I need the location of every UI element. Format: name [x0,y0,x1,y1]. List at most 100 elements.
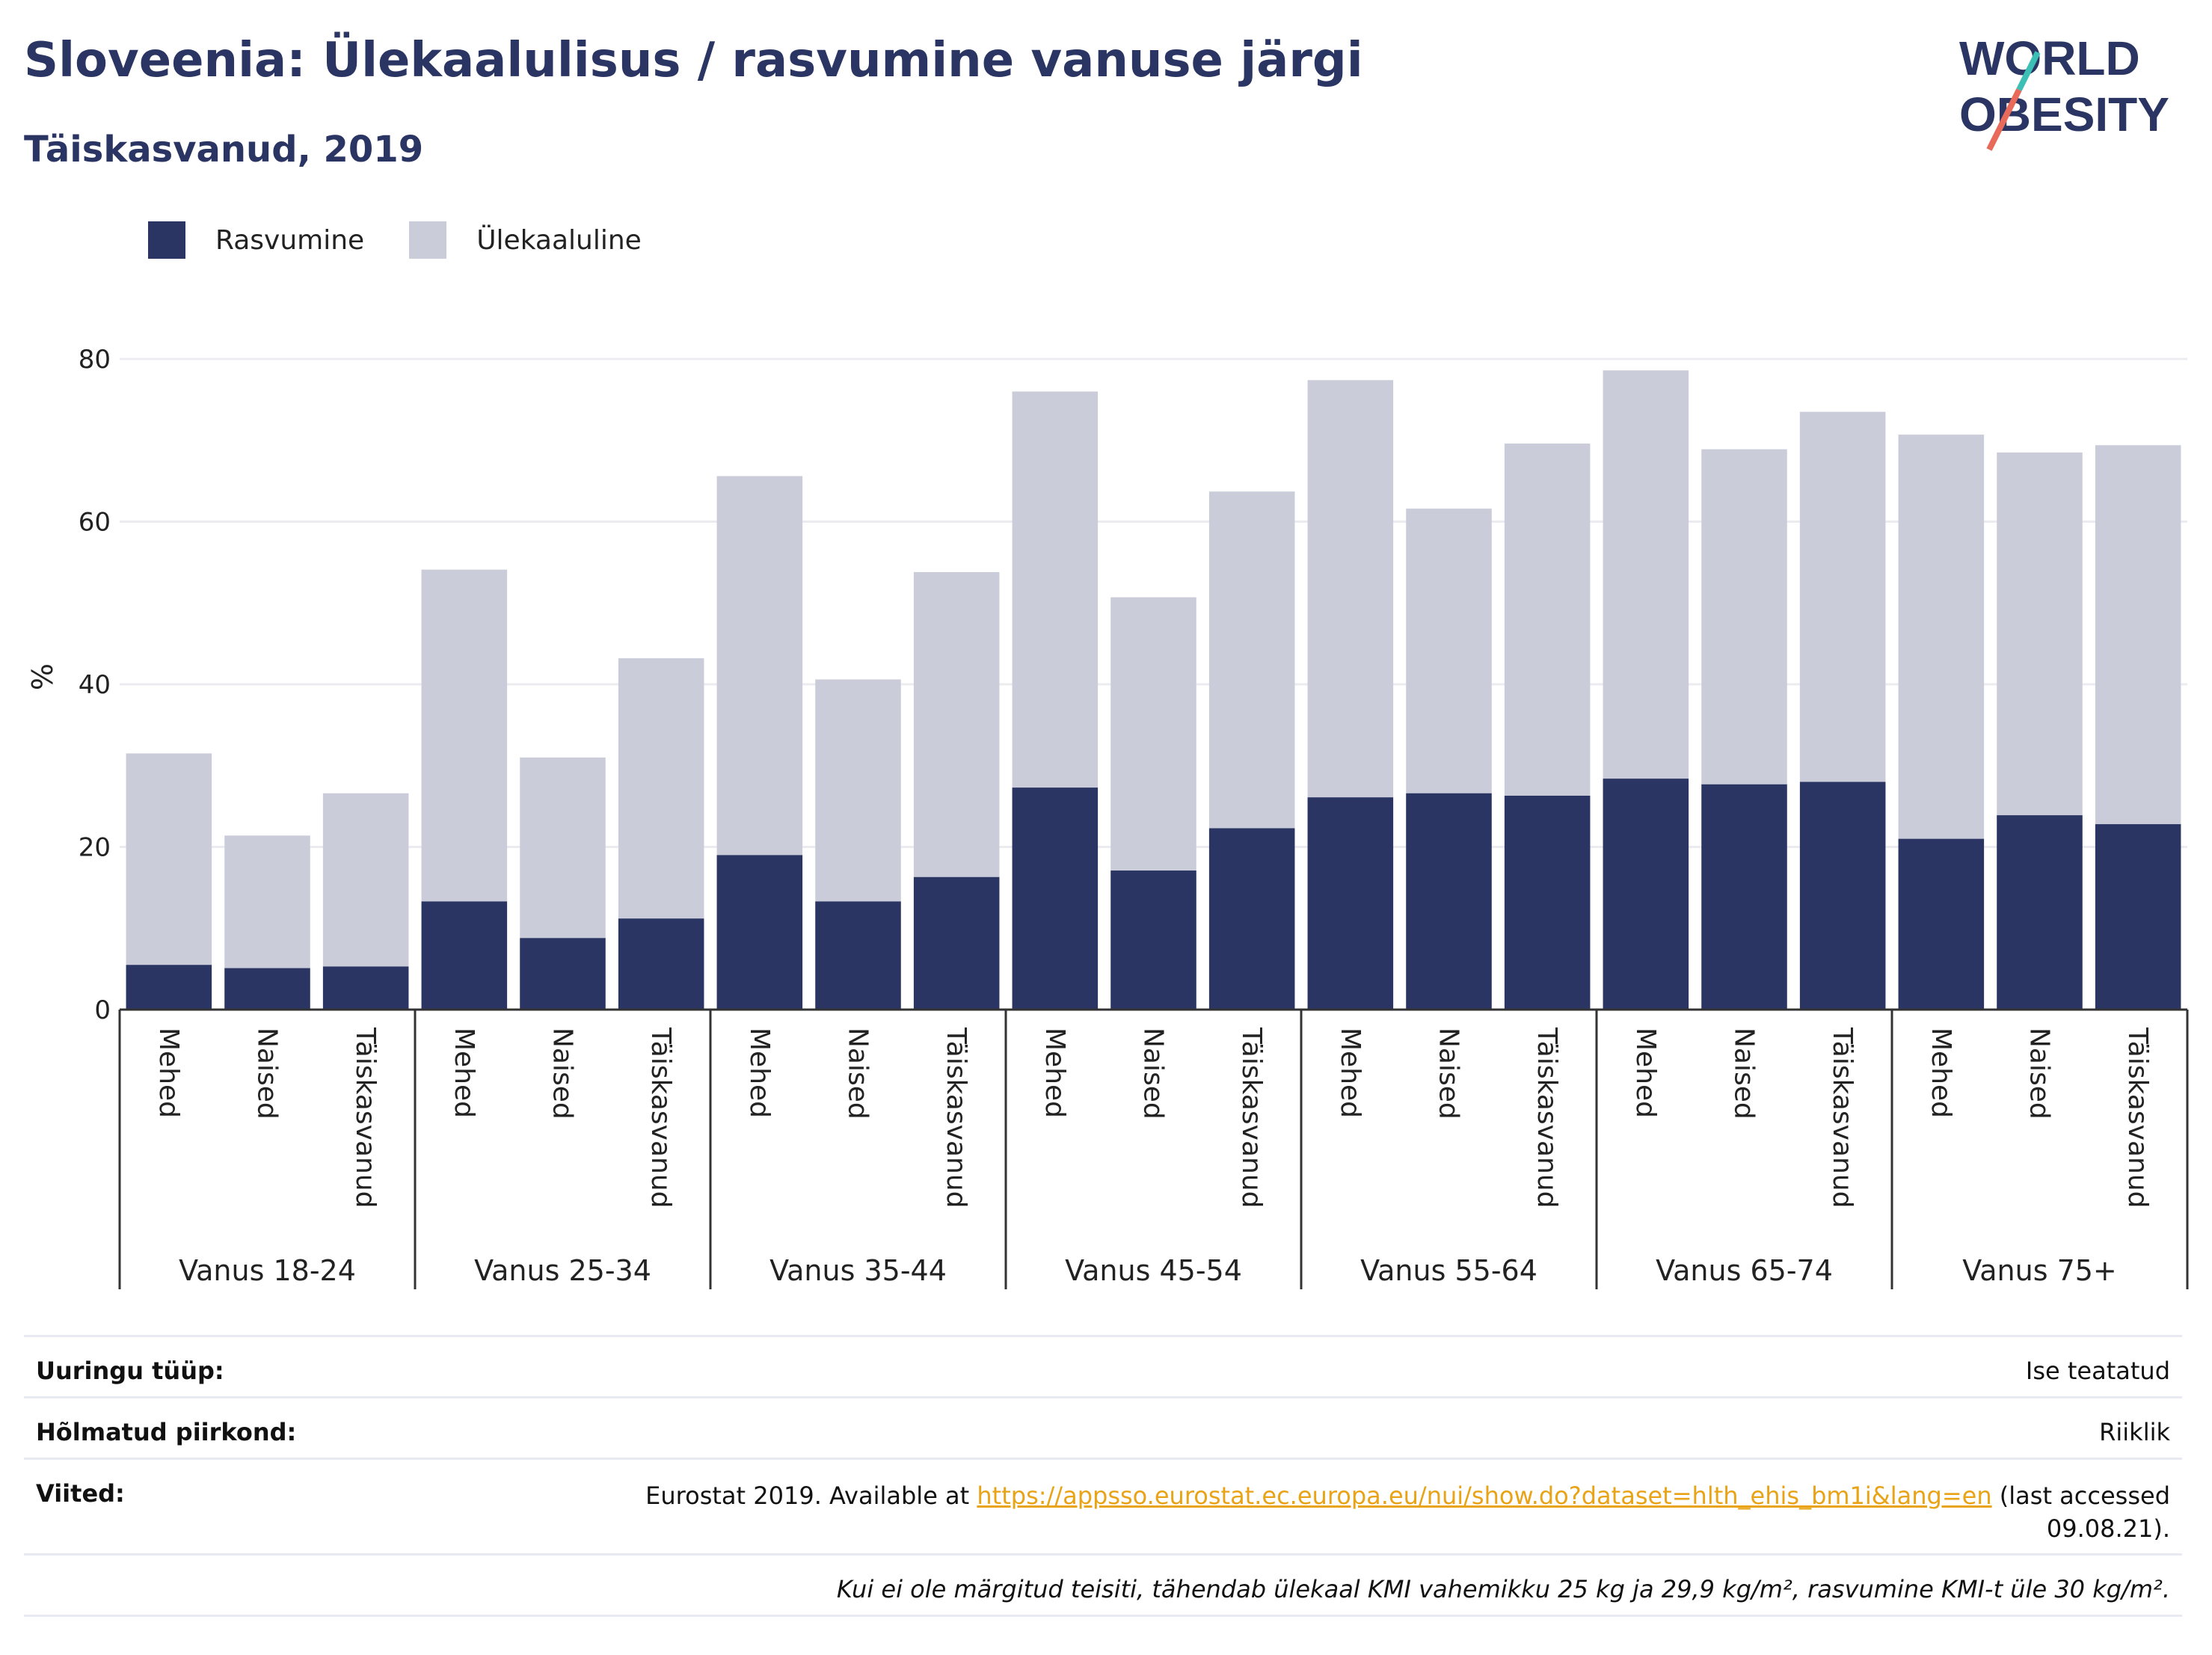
legend-label-obesity: Rasvumine [215,224,365,256]
info-row-note: Kui ei ole märgitud teisiti, tähendab ül… [24,1553,2182,1615]
x-tick-label: Täiskasvanud [645,1027,676,1209]
bar-overweight [322,793,409,967]
bar-obesity [1701,784,1787,1010]
group-label: Vanus 65-74 [1656,1254,1833,1287]
bar-obesity [322,966,409,1010]
logo-slash-teal [2016,51,2041,91]
group-label: Vanus 75+ [1962,1254,2117,1287]
stacked-bar-chart: 0 20 40 60 80% Mehed Naised Täiskasvanud Vanus 1… [26,345,2189,1289]
bar-obesity [716,855,803,1010]
bar-obesity [1898,838,1985,1010]
x-tick-label: Naised [1138,1028,1169,1120]
bar-obesity [1504,795,1591,1010]
bar-obesity [913,876,1000,1010]
bar-overweight [126,753,212,965]
x-tick-label: Mehed [1039,1028,1070,1118]
bar-overweight [1603,370,1689,779]
bar-obesity [520,938,606,1010]
bar-overweight [618,658,704,919]
chart-subtitle: Täiskasvanud, 2019 [24,129,424,171]
legend-swatch-overweight [409,221,447,259]
bar-overweight [2095,445,2181,825]
y-axis-label: % [26,663,59,690]
y-tick-label-20: 20 [79,833,111,863]
x-tick-label: Naised [1729,1028,1760,1120]
group-label: Vanus 18-24 [179,1254,356,1287]
legend-item-overweight: Ülekaaluline [409,221,642,259]
bar-obesity [126,965,212,1010]
x-tick-label: Naised [547,1028,578,1120]
x-tick-label: Naised [2024,1028,2055,1120]
chart-title: Sloveenia: Ülekaalulisus / rasvumine van… [24,33,1363,88]
bar-obesity [1997,815,2083,1010]
logo-line2: OBESITY [1959,87,2169,141]
references-suffix-2: 09.08.21). [2046,1514,2170,1543]
references-value: Eurostat 2019. Available at https://apps… [645,1479,2170,1545]
x-tick-label: Mehed [744,1028,775,1118]
bar-obesity [224,968,310,1010]
x-tick-label: Mehed [449,1028,479,1118]
bar-obesity [1406,793,1492,1010]
bar-obesity [2095,824,2181,1010]
x-tick-label: Mehed [1926,1028,1956,1118]
references-prefix: Eurostat 2019. Available at [645,1481,977,1510]
bar-obesity [1110,871,1196,1010]
bar-overweight [1799,411,1886,782]
survey-type-label: Uuringu tüüp: [36,1357,224,1385]
info-row-region: Hõlmatud piirkond: Riiklik [24,1396,2182,1458]
bar-overweight [913,571,1000,877]
definition-note: Kui ei ole märgitud teisiti, tähendab ül… [836,1575,2170,1603]
x-tick-label: Täiskasvanud [1236,1027,1267,1209]
x-tick-label: Naised [1434,1028,1464,1120]
logo-slash-red [1986,88,2022,151]
legend-swatch-obesity [148,221,185,259]
bar-obesity [1307,797,1394,1010]
bar-obesity [1799,782,1886,1010]
bar-overweight [1012,391,1099,788]
y-tick-label-40: 40 [79,670,111,700]
bar-overweight [421,569,508,902]
references-label: Viited: [36,1479,125,1508]
group-label: Vanus 45-54 [1065,1254,1242,1287]
x-tick-label: Mehed [1335,1028,1365,1118]
references-link[interactable]: https://appsso.eurostat.ec.europa.eu/nui… [977,1481,1992,1510]
y-tick-label-80: 80 [79,345,111,375]
bar-overweight [1997,452,2083,816]
group-label: Vanus 55-64 [1360,1254,1537,1287]
bar-overweight [1504,443,1591,796]
chart-legend: Rasvumine Ülekaaluline [148,221,686,259]
references-suffix-1: (last accessed [1991,1481,2170,1510]
world-obesity-logo: WORLD OBESITY [1959,31,2169,151]
region-label: Hõlmatud piirkond: [36,1418,297,1446]
x-tick-label: Mehed [1630,1028,1661,1118]
bar-overweight [1406,509,1492,793]
x-tick-label: Täiskasvanud [941,1027,971,1209]
group-label: Vanus 35-44 [769,1254,947,1287]
bar-overweight [1701,449,1787,784]
logo-line1: WORLD [1959,31,2140,85]
info-table: Uuringu tüüp: Ise teatatud Hõlmatud piir… [24,1335,2182,1634]
x-tick-label: Mehed [153,1028,184,1118]
bar-obesity [1208,828,1295,1010]
x-tick-label: Täiskasvanud [1531,1027,1562,1209]
info-row-references: Viited: Eurostat 2019. Available at http… [24,1458,2182,1554]
bar-overweight [716,476,803,856]
bar-obesity [618,918,704,1010]
bar-overweight [815,679,901,902]
bar-overweight [1307,380,1394,798]
bar-overweight [520,757,606,939]
bar-overweight [1898,435,1985,839]
survey-type-value: Ise teatatud [2025,1357,2170,1385]
x-tick-label: Täiskasvanud [2122,1027,2153,1209]
legend-item-obesity: Rasvumine [148,221,364,259]
group-label: Vanus 25-34 [474,1254,651,1287]
bar-obesity [421,901,508,1010]
x-tick-label: Naised [843,1028,873,1120]
info-row-survey: Uuringu tüüp: Ise teatatud [24,1335,2182,1397]
bar-overweight [224,835,310,968]
bar-obesity [815,901,901,1010]
legend-label-overweight: Ülekaaluline [476,224,642,256]
region-value: Riiklik [2099,1418,2170,1446]
x-tick-label: Täiskasvanud [1827,1027,1858,1209]
y-tick-label-60: 60 [79,508,111,538]
